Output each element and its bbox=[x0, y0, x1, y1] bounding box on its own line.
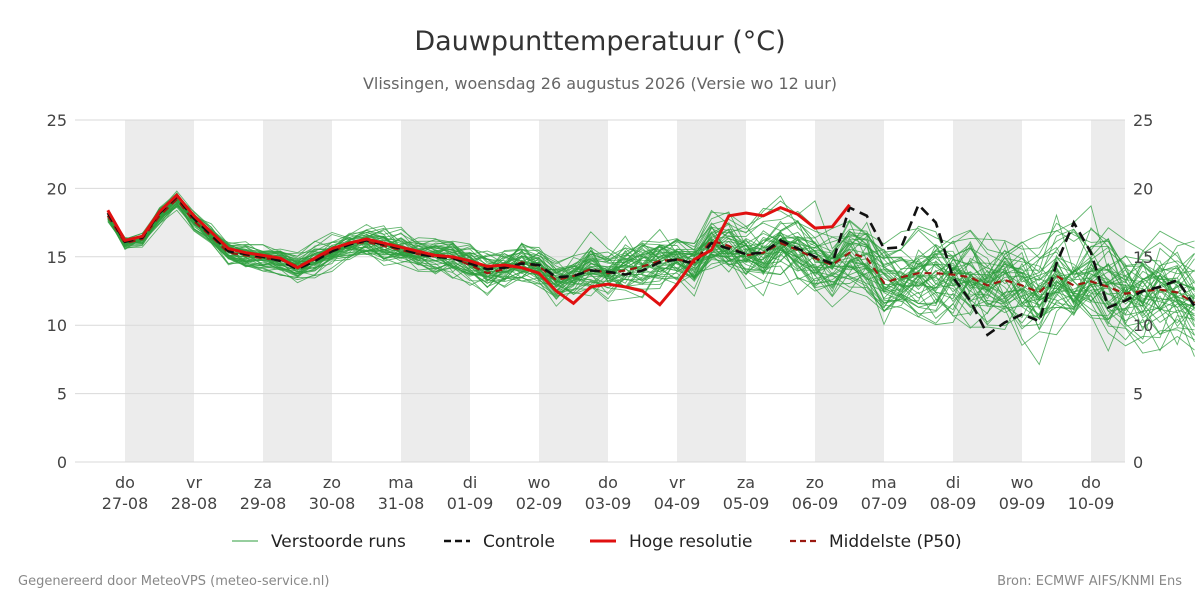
y-tick-label: 5 bbox=[57, 385, 67, 404]
y-tick-label-right: 0 bbox=[1133, 453, 1143, 472]
x-tick-day: vr bbox=[186, 473, 202, 492]
day-band bbox=[677, 120, 746, 462]
x-tick-date: 05-09 bbox=[723, 494, 770, 513]
ensemble-member-line bbox=[107, 202, 1195, 324]
ensemble-member-line bbox=[107, 195, 1195, 310]
ensemble-member-line bbox=[107, 193, 1195, 321]
x-tick-day: zo bbox=[323, 473, 341, 492]
x-tick-date: 28-08 bbox=[171, 494, 218, 513]
y-tick-label: 10 bbox=[47, 316, 67, 335]
legend-label: Controle bbox=[483, 532, 555, 552]
ensemble-member-line bbox=[107, 199, 1195, 320]
ensemble-member-line bbox=[107, 199, 1195, 326]
x-tick-date: 02-09 bbox=[516, 494, 563, 513]
ensemble-member-line bbox=[107, 201, 1195, 324]
y-tick-label-right: 15 bbox=[1133, 248, 1153, 267]
day-band bbox=[263, 120, 332, 462]
gridlines bbox=[75, 119, 1125, 463]
y-axis-left: 0 5 10 15 20 25 bbox=[47, 111, 67, 472]
x-tick-date: 30-08 bbox=[309, 494, 356, 513]
y-tick-label: 20 bbox=[47, 179, 67, 198]
x-tick-date: 08-09 bbox=[930, 494, 977, 513]
x-tick-date: 10-09 bbox=[1068, 494, 1115, 513]
x-tick-date: 07-09 bbox=[861, 494, 908, 513]
x-tick-date: 27-08 bbox=[102, 494, 149, 513]
y-tick-label-right: 5 bbox=[1133, 385, 1143, 404]
ensemble-member-line bbox=[107, 195, 1195, 347]
ensemble-member-line bbox=[107, 199, 1195, 305]
legend-label: Middelste (P50) bbox=[829, 532, 962, 552]
y-tick-label-right: 20 bbox=[1133, 179, 1153, 198]
footer-source: Bron: ECMWF AIFS/KNMI Ens bbox=[997, 574, 1182, 589]
x-tick-day: do bbox=[1081, 473, 1101, 492]
main-lines bbox=[106, 193, 1196, 337]
x-tick-day: vr bbox=[669, 473, 685, 492]
x-axis: do 27-08 vr 28-08 za 29-08 zo 30-08 ma 31-08 di 01-… bbox=[102, 473, 1115, 513]
x-tick-day: za bbox=[254, 473, 272, 492]
legend-label: Verstoorde runs bbox=[271, 532, 406, 552]
x-tick-date: 01-09 bbox=[447, 494, 494, 513]
day-bands bbox=[125, 120, 1125, 462]
y-tick-label: 15 bbox=[47, 248, 67, 267]
x-tick-day: wo bbox=[1011, 473, 1034, 492]
x-tick-date: 29-08 bbox=[240, 494, 287, 513]
x-tick-date: 09-09 bbox=[999, 494, 1046, 513]
x-tick-day: zo bbox=[806, 473, 824, 492]
y-axis-right: 0 5 10 15 20 25 bbox=[1133, 111, 1153, 472]
x-tick-day: di bbox=[463, 473, 478, 492]
chart-subtitle: Vlissingen, woensdag 26 augustus 2026 (V… bbox=[363, 74, 837, 93]
y-tick-label: 0 bbox=[57, 453, 67, 472]
x-tick-day: ma bbox=[388, 473, 413, 492]
x-tick-date: 31-08 bbox=[378, 494, 425, 513]
control-line bbox=[106, 194, 1196, 337]
x-tick-day: za bbox=[737, 473, 755, 492]
x-tick-day: ma bbox=[871, 473, 896, 492]
legend: Verstoorde runs Controle Hoge resolutie Mid… bbox=[232, 532, 962, 552]
x-tick-date: 03-09 bbox=[585, 494, 632, 513]
chart-title: Dauwpunttemperatuur (°C) bbox=[414, 26, 785, 57]
ensemble-member-line bbox=[107, 193, 1195, 308]
x-tick-day: di bbox=[946, 473, 961, 492]
day-band bbox=[125, 120, 194, 462]
x-tick-day: do bbox=[598, 473, 618, 492]
x-tick-day: do bbox=[115, 473, 135, 492]
ensemble-member-line bbox=[107, 205, 1195, 317]
y-tick-label: 25 bbox=[47, 111, 67, 130]
legend-label: Hoge resolutie bbox=[629, 532, 753, 552]
x-tick-date: 06-09 bbox=[792, 494, 839, 513]
x-tick-day: wo bbox=[528, 473, 551, 492]
y-tick-label-right: 10 bbox=[1133, 316, 1153, 335]
x-tick-date: 04-09 bbox=[654, 494, 701, 513]
footer-generated: Gegenereerd door MeteoVPS (meteo-service… bbox=[18, 574, 329, 589]
day-band bbox=[401, 120, 470, 462]
hires-line bbox=[106, 193, 851, 307]
y-tick-label-right: 25 bbox=[1133, 111, 1153, 130]
